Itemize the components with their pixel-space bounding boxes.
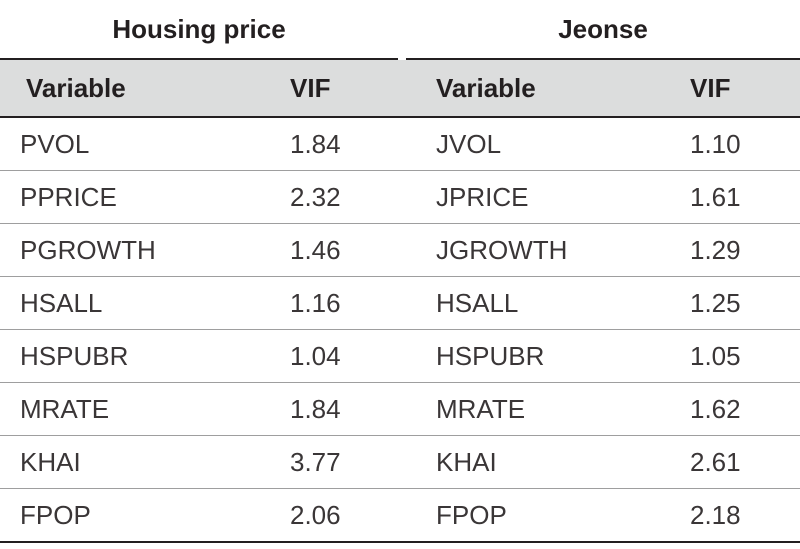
cell-housing-vif: 1.04: [290, 340, 341, 371]
table-row: FPOP 2.06 FPOP 2.18: [0, 489, 800, 543]
column-header-vif-right: VIF: [690, 72, 731, 103]
cell-housing-variable: MRATE: [20, 393, 110, 424]
cell-jeonse-vif: 1.29: [690, 234, 741, 265]
cell-jeonse-vif: 2.18: [690, 499, 741, 530]
table-row: HSPUBR 1.04 HSPUBR 1.05: [0, 330, 800, 383]
cell-housing-vif: 2.32: [290, 181, 341, 212]
group-rule-left: [0, 58, 398, 60]
table-row: PVOL 1.84 JVOL 1.10: [0, 118, 800, 171]
cell-housing-variable: HSALL: [20, 287, 103, 318]
cell-jeonse-vif: 1.61: [690, 181, 741, 212]
cell-housing-vif: 1.46: [290, 234, 341, 265]
table-row: KHAI 3.77 KHAI 2.61: [0, 436, 800, 489]
cell-jeonse-variable: FPOP: [436, 499, 507, 530]
cell-housing-variable: PPRICE: [20, 181, 117, 212]
table-row: MRATE 1.84 MRATE 1.62: [0, 383, 800, 436]
cell-housing-variable: FPOP: [20, 499, 91, 530]
cell-jeonse-variable: MRATE: [436, 393, 526, 424]
cell-jeonse-variable: KHAI: [436, 446, 497, 477]
table-row: PPRICE 2.32 JPRICE 1.61: [0, 171, 800, 224]
table-row: HSALL 1.16 HSALL 1.25: [0, 277, 800, 330]
cell-jeonse-vif: 1.25: [690, 287, 741, 318]
table-row: PGROWTH 1.46 JGROWTH 1.29: [0, 224, 800, 277]
table-body: PVOL 1.84 JVOL 1.10 PPRICE 2.32 JPRICE 1…: [0, 118, 800, 543]
cell-jeonse-variable: JGROWTH: [436, 234, 568, 265]
group-header-jeonse: Jeonse: [558, 13, 648, 44]
cell-housing-variable: KHAI: [20, 446, 81, 477]
cell-jeonse-variable: JPRICE: [436, 181, 529, 212]
cell-housing-vif: 1.84: [290, 393, 341, 424]
cell-jeonse-vif: 1.05: [690, 340, 741, 371]
cell-jeonse-vif: 2.61: [690, 446, 741, 477]
cell-housing-vif: 3.77: [290, 446, 341, 477]
column-header-vif-left: VIF: [290, 72, 331, 103]
cell-housing-variable: PVOL: [20, 128, 90, 159]
group-rule-right: [406, 58, 800, 60]
cell-housing-vif: 1.16: [290, 287, 341, 318]
cell-jeonse-variable: JVOL: [436, 128, 502, 159]
cell-housing-vif: 2.06: [290, 499, 341, 530]
cell-jeonse-vif: 1.10: [690, 128, 741, 159]
cell-jeonse-vif: 1.62: [690, 393, 741, 424]
column-header-row: Variable VIF Variable VIF: [0, 60, 800, 118]
cell-housing-vif: 1.84: [290, 128, 341, 159]
cell-jeonse-variable: HSALL: [436, 287, 519, 318]
cell-jeonse-variable: HSPUBR: [436, 340, 545, 371]
cell-housing-variable: HSPUBR: [20, 340, 129, 371]
column-header-variable-right: Variable: [436, 72, 536, 103]
group-header-housing-price: Housing price: [112, 13, 286, 44]
column-header-variable-left: Variable: [26, 72, 126, 103]
cell-housing-variable: PGROWTH: [20, 234, 156, 265]
